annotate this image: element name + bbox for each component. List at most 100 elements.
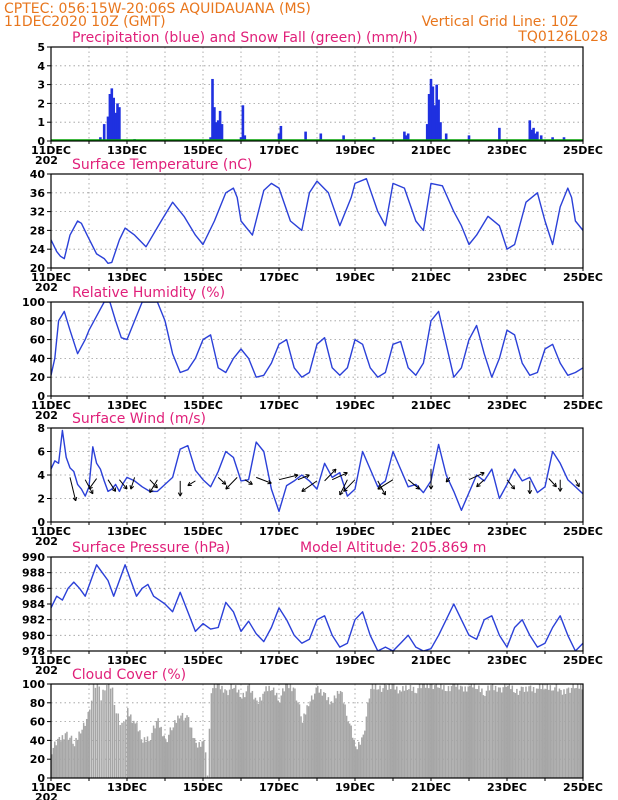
cloud-bar <box>551 690 553 778</box>
wind-arrows <box>69 468 580 502</box>
cloud-bar <box>73 746 76 778</box>
cloud-bar <box>490 685 492 778</box>
cloud-bar <box>117 713 119 778</box>
ytick-label: 1 <box>37 116 45 129</box>
cloud-bar <box>450 686 453 778</box>
cloud-bar <box>262 693 264 778</box>
wind-arrow <box>256 476 272 484</box>
ytick-label: 990 <box>22 551 45 564</box>
wind-arrow <box>69 477 77 501</box>
ytick-label: 984 <box>22 598 45 611</box>
precip-bar <box>243 135 247 141</box>
cloud-bar <box>171 730 173 778</box>
precip-bar <box>532 127 535 141</box>
precip-bar <box>304 131 307 141</box>
xtick-label: 21DEC <box>411 271 451 284</box>
xtick-year: 202 <box>35 535 58 548</box>
cloud-bar <box>198 742 200 778</box>
cloud-bar <box>137 731 140 778</box>
cloud-bar <box>394 689 397 778</box>
cloud-bar <box>282 688 284 778</box>
cloud-bar <box>196 747 199 778</box>
cloud-bar <box>581 689 583 778</box>
ytick-label: 40 <box>30 352 46 365</box>
cloud-bar <box>453 684 456 778</box>
cloud-bar <box>155 721 158 778</box>
ytick-label: 2 <box>37 97 45 110</box>
cloud-bar <box>353 739 355 778</box>
cloud-bar <box>523 691 526 778</box>
ytick-label: 20 <box>30 262 46 275</box>
cloud-bar <box>362 734 365 778</box>
cloud-bar <box>535 688 538 778</box>
cloud-bar <box>458 689 460 778</box>
xtick-year: 202 <box>35 791 58 800</box>
cloud-bar <box>473 684 476 778</box>
cloud-bar <box>513 692 515 778</box>
cloud-bar <box>100 700 102 778</box>
wind-arrow <box>377 480 386 496</box>
cloud-bar <box>190 727 193 778</box>
cloud-bar <box>528 686 530 778</box>
xtick-label: 23DEC <box>487 144 527 157</box>
cloud-bar <box>335 698 337 778</box>
cloud-bar <box>557 691 559 778</box>
cloud-bar <box>87 712 89 778</box>
cloud-bar <box>446 691 448 778</box>
ytick-label: 80 <box>30 697 46 710</box>
cloud-bar <box>208 728 211 778</box>
cloud-bar <box>140 739 143 778</box>
wind-arrow-head <box>557 487 563 492</box>
wind-arrow-head <box>294 473 299 479</box>
cloud-bar <box>301 722 304 778</box>
cloud-bar <box>376 689 378 778</box>
cloud-bar <box>254 697 257 778</box>
wind-arrow-head <box>248 480 253 485</box>
cloud-bar <box>537 688 539 778</box>
cloud-bar <box>286 684 289 778</box>
xtick-label: 13DEC <box>107 399 147 412</box>
cloud-bar <box>481 688 483 778</box>
cloud-bar <box>356 749 359 778</box>
cloud-bar <box>82 722 85 778</box>
cloud-bar <box>51 754 53 778</box>
cloud-bar <box>578 688 580 778</box>
cloud-bar <box>259 697 261 778</box>
cloud-bar <box>396 686 398 778</box>
series-line-rh <box>51 302 583 378</box>
wind-arrow-head <box>480 471 485 477</box>
xtick-label: 21DEC <box>411 654 451 667</box>
precip-bar <box>539 135 543 141</box>
xtick-label: 15DEC <box>183 144 223 157</box>
ytick-label: 3 <box>37 79 45 92</box>
wind-arrow <box>278 474 299 481</box>
xtick-label: 17DEC <box>259 399 299 412</box>
cloud-bar <box>569 692 571 778</box>
cloud-bar <box>367 702 369 778</box>
wind-arrow <box>149 479 158 489</box>
cloud-bar <box>248 684 251 778</box>
cloud-bar <box>548 689 550 778</box>
cloud-bar <box>131 722 134 778</box>
cloud-bar <box>265 686 267 778</box>
cloud-bar <box>55 745 58 778</box>
cloud-bar <box>389 689 392 778</box>
cloud-bar <box>193 738 196 778</box>
cloud-bar <box>212 688 214 778</box>
cloud-bar <box>64 733 67 778</box>
xtick-label: 15DEC <box>183 399 223 412</box>
cloud-bar <box>239 696 241 778</box>
cloud-bar <box>145 741 147 778</box>
series-line-pres <box>51 564 583 651</box>
cloud-bar <box>69 737 71 778</box>
cloud-bar <box>406 690 409 778</box>
wind-arrow-head <box>527 490 533 495</box>
cloud-bar <box>333 695 336 778</box>
cloud-bar <box>268 685 270 778</box>
wind-arrow <box>343 479 356 492</box>
cloud-bar <box>382 688 384 778</box>
cloud-bar <box>383 684 386 778</box>
cloud-bar <box>374 684 377 778</box>
cloud-bar <box>476 689 479 778</box>
cloud-bar <box>426 684 428 778</box>
